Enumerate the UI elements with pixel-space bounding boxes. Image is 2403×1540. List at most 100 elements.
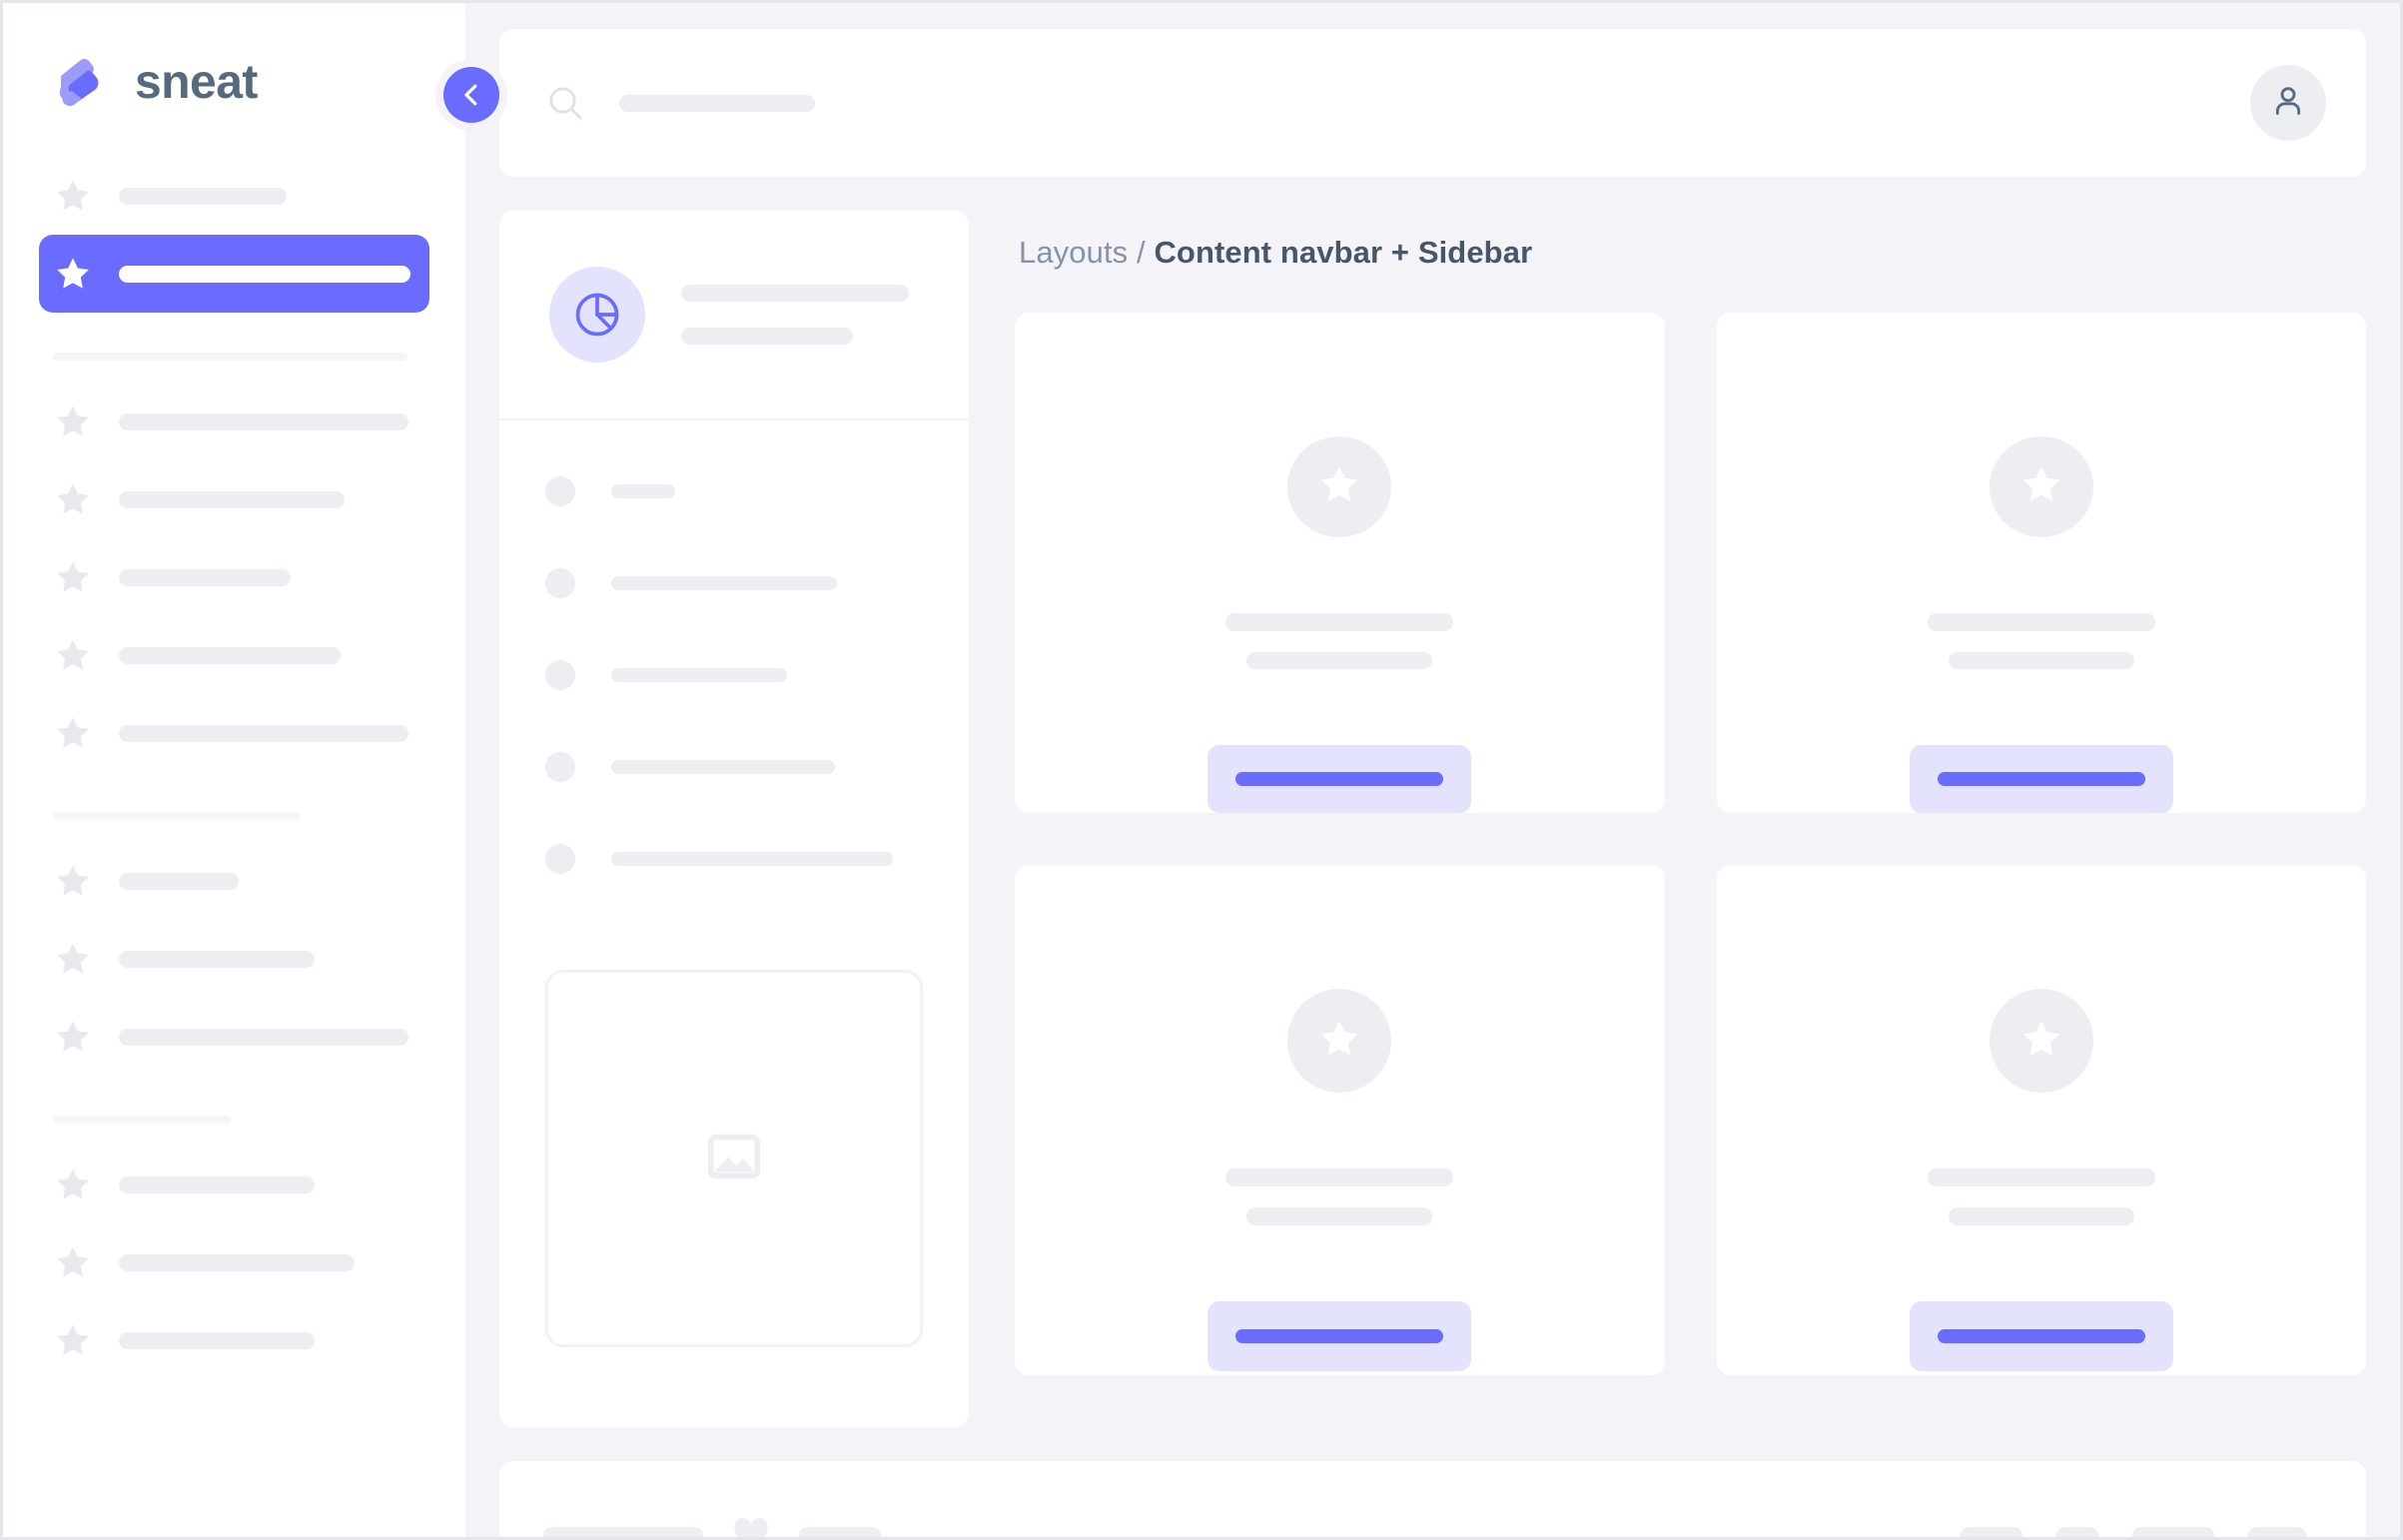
card-title-placeholder [1927, 1168, 2155, 1186]
user-icon [2268, 81, 2308, 126]
content-card [1716, 865, 2366, 1375]
sidebar-item[interactable] [39, 694, 429, 772]
breadcrumb-parent[interactable]: Layouts [1019, 235, 1129, 270]
star-icon [53, 401, 93, 441]
list-item-label [611, 668, 787, 682]
card-button-label [1235, 1329, 1444, 1343]
list-item-label [611, 484, 675, 498]
sidebar-item-label [119, 1028, 408, 1046]
content-card [1015, 313, 1665, 813]
circle-bullet-icon [545, 844, 575, 874]
sidebar-item[interactable] [39, 842, 429, 920]
content-panel-header-lines [681, 285, 921, 345]
sidebar-item-label [119, 490, 345, 508]
star-icon [53, 861, 93, 901]
sidebar-item-active[interactable] [39, 235, 429, 313]
card-subtitle-placeholder [1246, 651, 1433, 669]
sidebar-item[interactable] [39, 920, 429, 998]
sidebar-item-label [119, 950, 315, 968]
list-item[interactable] [545, 660, 923, 690]
star-icon [53, 176, 93, 216]
sidebar-item-label [119, 872, 239, 890]
sidebar-item[interactable] [39, 157, 429, 235]
content-card [1015, 865, 1665, 1375]
list-item-label [611, 576, 837, 590]
card-button-label [1937, 1329, 2145, 1343]
list-item-label [611, 760, 835, 774]
sidebar-item-label [119, 568, 291, 586]
card-action-button[interactable] [1207, 745, 1472, 813]
sidebar-item[interactable] [39, 1301, 429, 1379]
star-icon [53, 1320, 93, 1360]
card-action-button[interactable] [1909, 1301, 2173, 1371]
card-button-label [1937, 772, 2145, 786]
avatar[interactable] [2250, 65, 2326, 141]
card-action-button[interactable] [1207, 1301, 1472, 1371]
list-item-label [611, 852, 893, 866]
list-item[interactable] [545, 476, 923, 506]
content-sidebar-panel [499, 211, 969, 1427]
card-subtitle-placeholder [1948, 1207, 2134, 1225]
sidebar-item[interactable] [39, 1223, 429, 1301]
star-icon [53, 713, 93, 753]
main-sidebar: sneat [3, 3, 507, 1537]
card-avatar [1989, 436, 2093, 538]
star-icon [1316, 1016, 1362, 1067]
sidebar-item[interactable] [39, 1146, 429, 1223]
card-action-button[interactable] [1909, 745, 2173, 813]
sidebar-item[interactable] [39, 538, 429, 616]
panel-header-line [681, 285, 909, 302]
sidebar-item-label [119, 1331, 315, 1349]
breadcrumb-divider: / [1137, 235, 1146, 270]
sidebar-collapse-button[interactable] [435, 59, 507, 131]
sidebar-item-label [119, 724, 408, 742]
sidebar-item[interactable] [39, 383, 429, 460]
sidebar-separator [53, 812, 301, 820]
breadcrumb: Layouts / Content navbar + Sidebar [1015, 211, 2366, 313]
image-icon [703, 1126, 765, 1192]
footer-left-group [543, 1511, 881, 1537]
star-icon [53, 1164, 93, 1204]
circle-bullet-icon [545, 660, 575, 690]
cards-grid [1015, 313, 2366, 1375]
content-panel-list [499, 420, 969, 874]
star-icon [53, 254, 93, 294]
sneat-s-logo-icon [51, 52, 113, 114]
brand[interactable]: sneat [3, 3, 465, 123]
sidebar-item-label [119, 412, 408, 430]
card-avatar [1287, 989, 1392, 1093]
heart-icon[interactable] [729, 1511, 773, 1537]
image-placeholder-box[interactable] [545, 970, 923, 1347]
sidebar-item[interactable] [39, 460, 429, 538]
cards-column: Layouts / Content navbar + Sidebar [1015, 211, 2366, 1427]
sidebar-item[interactable] [39, 616, 429, 694]
list-item[interactable] [545, 752, 923, 782]
footer-right-group [1961, 1526, 2306, 1537]
body-row: Layouts / Content navbar + Sidebar [499, 211, 2366, 1427]
sidebar-item-label [119, 187, 287, 205]
footer-text-placeholder [2248, 1526, 2306, 1537]
footer-text-placeholder [1961, 1526, 2022, 1537]
footer-text-placeholder [799, 1526, 881, 1537]
card-title-placeholder [1225, 1168, 1454, 1186]
circle-bullet-icon [545, 476, 575, 506]
top-navbar [499, 29, 2366, 177]
sidebar-item-label [119, 1253, 355, 1271]
main-content: Layouts / Content navbar + Sidebar [465, 3, 2400, 1537]
card-avatar [1989, 989, 2093, 1093]
search-icon[interactable] [545, 83, 585, 123]
circle-bullet-icon [545, 752, 575, 782]
sidebar-separator [53, 1116, 231, 1124]
chevron-left-icon [443, 67, 499, 123]
footer-text-placeholder [543, 1526, 703, 1537]
sidebar-separator [53, 353, 407, 361]
content-panel-header [499, 211, 969, 420]
search-input[interactable] [619, 94, 815, 112]
star-icon [53, 557, 93, 597]
list-item[interactable] [545, 568, 923, 598]
card-title-placeholder [1927, 613, 2155, 631]
sidebar-nav [3, 123, 465, 1379]
list-item[interactable] [545, 844, 923, 874]
sidebar-item[interactable] [39, 998, 429, 1076]
